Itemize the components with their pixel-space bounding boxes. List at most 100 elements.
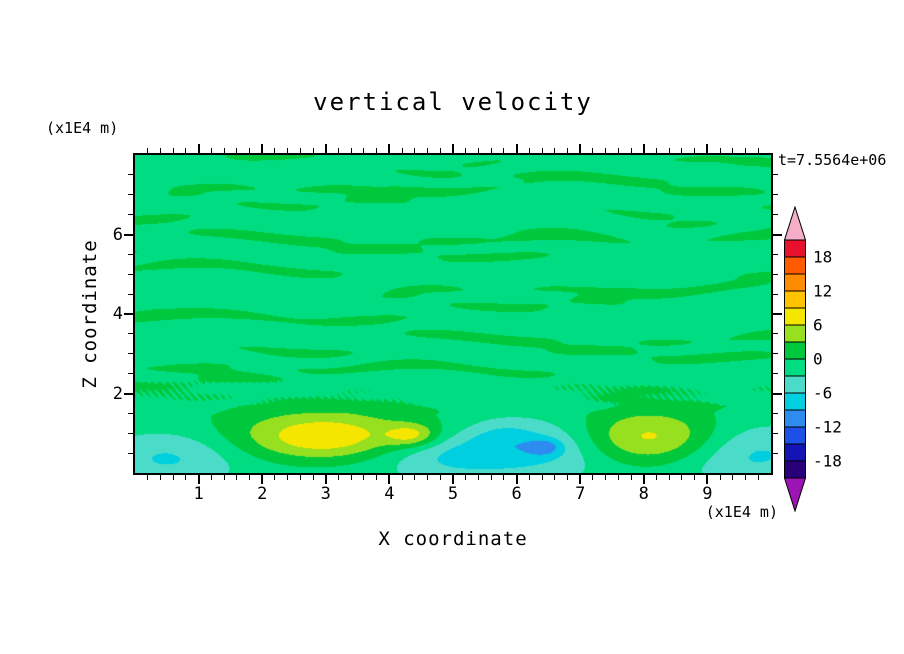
colorbar-label: 6 xyxy=(813,315,823,335)
tick-mark xyxy=(773,392,782,395)
tick-mark xyxy=(773,253,778,255)
tick-mark xyxy=(592,475,594,480)
tick-mark xyxy=(248,148,250,153)
tick-mark xyxy=(124,392,133,395)
z-tick-label: 2 xyxy=(112,383,123,404)
x-tick-label: 4 xyxy=(384,484,395,504)
colorbar-band xyxy=(784,426,806,445)
tick-mark xyxy=(566,148,568,153)
tick-mark xyxy=(694,475,696,480)
tick-mark xyxy=(477,475,479,480)
tick-mark xyxy=(706,475,709,484)
tick-mark xyxy=(719,475,721,480)
tick-mark xyxy=(773,293,778,295)
tick-mark xyxy=(773,313,782,315)
tick-mark xyxy=(312,475,314,480)
tick-mark xyxy=(376,475,378,480)
tick-mark xyxy=(579,144,582,153)
colorbar-label: 18 xyxy=(813,247,833,267)
tick-mark xyxy=(248,475,250,480)
x-axis-unit-label: (x1E4 m) xyxy=(705,503,778,521)
tick-mark xyxy=(465,475,467,480)
tick-mark xyxy=(773,353,778,355)
tick-mark xyxy=(312,148,314,153)
tick-mark xyxy=(439,148,441,153)
colorbar-band xyxy=(784,341,806,360)
tick-mark xyxy=(642,475,645,484)
colorbar-arrow-top xyxy=(784,206,806,241)
contour-field-canvas xyxy=(135,155,771,473)
tick-mark xyxy=(656,148,658,153)
x-tick-label: 9 xyxy=(702,484,713,504)
tick-mark xyxy=(452,475,454,484)
x-tick-label: 1 xyxy=(193,484,204,504)
tick-mark xyxy=(541,148,543,153)
tick-mark xyxy=(287,475,289,480)
tick-mark xyxy=(414,475,416,480)
tick-mark xyxy=(128,214,133,216)
colorbar-band xyxy=(784,239,806,258)
tick-mark xyxy=(128,333,133,335)
tick-mark xyxy=(668,148,670,153)
tick-mark xyxy=(128,373,133,375)
tick-mark xyxy=(515,144,518,153)
tick-mark xyxy=(773,214,778,216)
tick-mark xyxy=(579,475,582,484)
tick-mark xyxy=(350,475,352,480)
tick-mark xyxy=(757,148,759,153)
colorbar-band xyxy=(784,460,806,479)
tick-mark xyxy=(159,148,161,153)
colorbar-band xyxy=(784,358,806,377)
tick-mark xyxy=(128,273,133,275)
colorbar-label: -6 xyxy=(813,383,833,403)
tick-mark xyxy=(732,148,734,153)
plot-frame xyxy=(133,153,773,475)
tick-mark xyxy=(128,452,133,454)
tick-mark xyxy=(515,475,518,484)
tick-mark xyxy=(128,194,133,196)
colorbar-label: -18 xyxy=(813,451,842,471)
tick-mark xyxy=(528,148,530,153)
tick-mark xyxy=(617,475,619,480)
tick-mark xyxy=(630,148,632,153)
tick-mark xyxy=(465,148,467,153)
tick-mark xyxy=(197,144,200,153)
x-tick-label: 5 xyxy=(447,484,459,504)
tick-mark xyxy=(401,148,403,153)
colorbar-band xyxy=(784,443,806,462)
x-tick-label: 7 xyxy=(575,484,586,504)
tick-mark xyxy=(439,475,441,480)
tick-mark xyxy=(427,148,429,153)
tick-mark xyxy=(324,144,327,153)
tick-mark xyxy=(477,148,479,153)
tick-mark xyxy=(452,144,454,153)
tick-mark xyxy=(773,273,778,275)
tick-mark xyxy=(605,148,607,153)
tick-mark xyxy=(147,475,149,480)
colorbar-label: 12 xyxy=(813,281,833,301)
tick-mark xyxy=(388,475,391,484)
tick-mark xyxy=(210,475,212,480)
tick-mark xyxy=(668,475,670,480)
colorbar-band xyxy=(784,392,806,411)
plot-title: vertical velocity xyxy=(313,88,593,116)
tick-mark xyxy=(490,475,492,480)
z-tick-label: 4 xyxy=(112,304,123,324)
tick-mark xyxy=(363,475,365,480)
colorbar-band xyxy=(784,409,806,428)
tick-mark xyxy=(261,144,264,153)
tick-mark xyxy=(147,148,149,153)
tick-mark xyxy=(223,475,225,480)
tick-mark xyxy=(757,475,759,480)
tick-mark xyxy=(541,475,543,480)
tick-mark xyxy=(128,293,133,295)
tick-mark xyxy=(503,475,505,480)
tick-mark xyxy=(376,148,378,153)
tick-mark xyxy=(773,233,782,236)
tick-mark xyxy=(630,475,632,480)
tick-mark xyxy=(388,144,391,153)
tick-mark xyxy=(363,148,365,153)
tick-mark xyxy=(681,148,683,153)
tick-mark xyxy=(617,148,619,153)
tick-mark xyxy=(128,432,133,434)
